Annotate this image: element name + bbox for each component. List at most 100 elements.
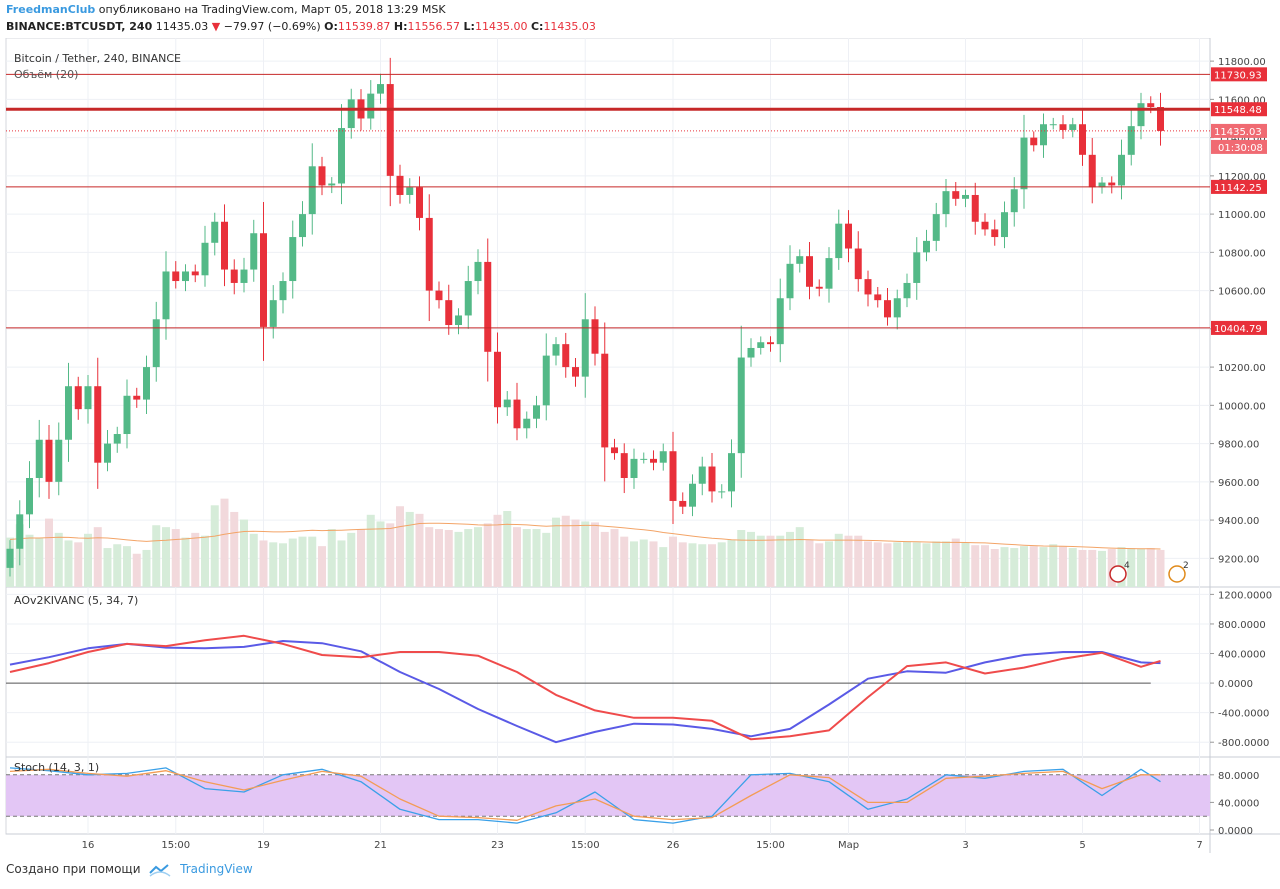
volume-bar [522,529,531,587]
candle-body [6,548,14,568]
candle-body [45,439,53,482]
volume-bar [1010,548,1019,587]
y-tick-label: 800.0000 [1218,620,1266,631]
candle-body [182,271,189,282]
volume-bar [766,535,775,587]
volume-bar [279,543,287,587]
candle-body [230,269,238,283]
level-tag [1211,320,1267,335]
volume-bar [454,531,463,587]
candle-body [581,319,589,377]
volume-bar [883,543,892,587]
x-tick-label: 7 [1196,840,1202,851]
candle-body [474,261,482,282]
candle-body [435,290,443,301]
event-flag-icon [1168,565,1186,583]
y-tick-label: -800.0000 [1218,738,1269,749]
volume-bar [298,536,307,587]
candle-body [26,478,33,515]
volume-bar [93,527,102,587]
y-tick-label: 400.0000 [1218,650,1266,661]
y-tick-label: 10200.00 [1218,363,1266,374]
x-tick-label: 5 [1079,840,1085,851]
candle-body [747,347,755,358]
main-chart-title: Bitcoin / Tether, 240, BINANCE [14,52,181,65]
volume-bar [249,533,258,587]
tradingview-link[interactable]: TradingView [180,862,253,876]
volume-bar [35,537,44,587]
x-tick-label: 15:00 [571,840,600,851]
stoch-band [6,774,1210,817]
volume-bar [415,513,424,587]
candle-body [1088,154,1096,188]
candle-body [923,240,930,253]
candle-body [650,458,657,463]
candle-body [991,229,999,238]
volume-bar [951,538,960,587]
volume-bar [678,542,687,587]
volume-ma-line [9,522,1161,550]
volume-bar [1156,549,1165,587]
candle-body [123,395,131,435]
candle-body [815,286,823,289]
volume-bar [493,514,502,587]
candle-body [1079,124,1086,155]
candle-body [445,300,453,326]
y-tick-label: 0.0000 [1218,826,1253,837]
candle-body [552,344,560,356]
candle-body [1040,124,1047,146]
candle-body [952,191,960,199]
volume-bar [600,531,609,587]
volume-bar [503,511,512,587]
x-tick-label: 26 [667,840,680,851]
candle-body [338,128,345,184]
countdown-label: 01:30:08 [1218,143,1263,154]
volume-bar [639,539,648,587]
volume-bar [191,532,200,587]
chart-canvas[interactable]: 16 15:00 19 21 23 15:00 26 15:00 Мар 3 5 7 9200.00 94… [0,38,1280,860]
volume-bar [903,541,911,587]
candle-body [347,99,355,129]
volume-bar [132,553,141,587]
candle-body [396,175,404,195]
volume-bar [756,535,765,587]
volume-bar [201,535,209,587]
ao-series-line [9,640,1161,744]
candle-body [16,514,24,549]
low-label: L: [463,20,475,33]
volume-bar [854,535,863,587]
candle-body [113,434,121,444]
candle-body [211,221,219,243]
candle-body [74,386,82,410]
candle-body [162,271,170,320]
candle-body [1069,124,1077,130]
volume-bar [571,519,580,587]
candle-body [630,458,638,478]
published-text: опубликовано на TradingView.com, Март 05… [98,3,446,16]
volume-bar [591,522,599,587]
candle-body [65,386,72,440]
author-name[interactable]: FreedmanClub [6,3,96,16]
candle-body [1059,124,1067,130]
volume-bar [171,529,180,587]
volume-bar [1020,546,1028,587]
candle-body [728,453,735,492]
candle-body [669,451,677,501]
volume-bar [620,536,629,587]
volume-bar [210,505,219,587]
volume-bar [74,542,83,587]
volume-bar [464,529,473,587]
candle-body [503,399,511,408]
y-tick-label: 9200.00 [1218,554,1259,565]
volume-bar [1000,547,1009,587]
volume-bar [708,544,716,587]
volume-bar [932,541,941,587]
level-tag [1211,179,1267,194]
volume-bar [561,515,570,587]
y-tick-label: 10000.00 [1218,401,1266,412]
volume-bar [747,531,755,587]
stoch-series-line [9,768,1161,821]
candle-body [962,194,969,199]
candle-body [845,223,852,249]
candle-body [416,187,423,218]
